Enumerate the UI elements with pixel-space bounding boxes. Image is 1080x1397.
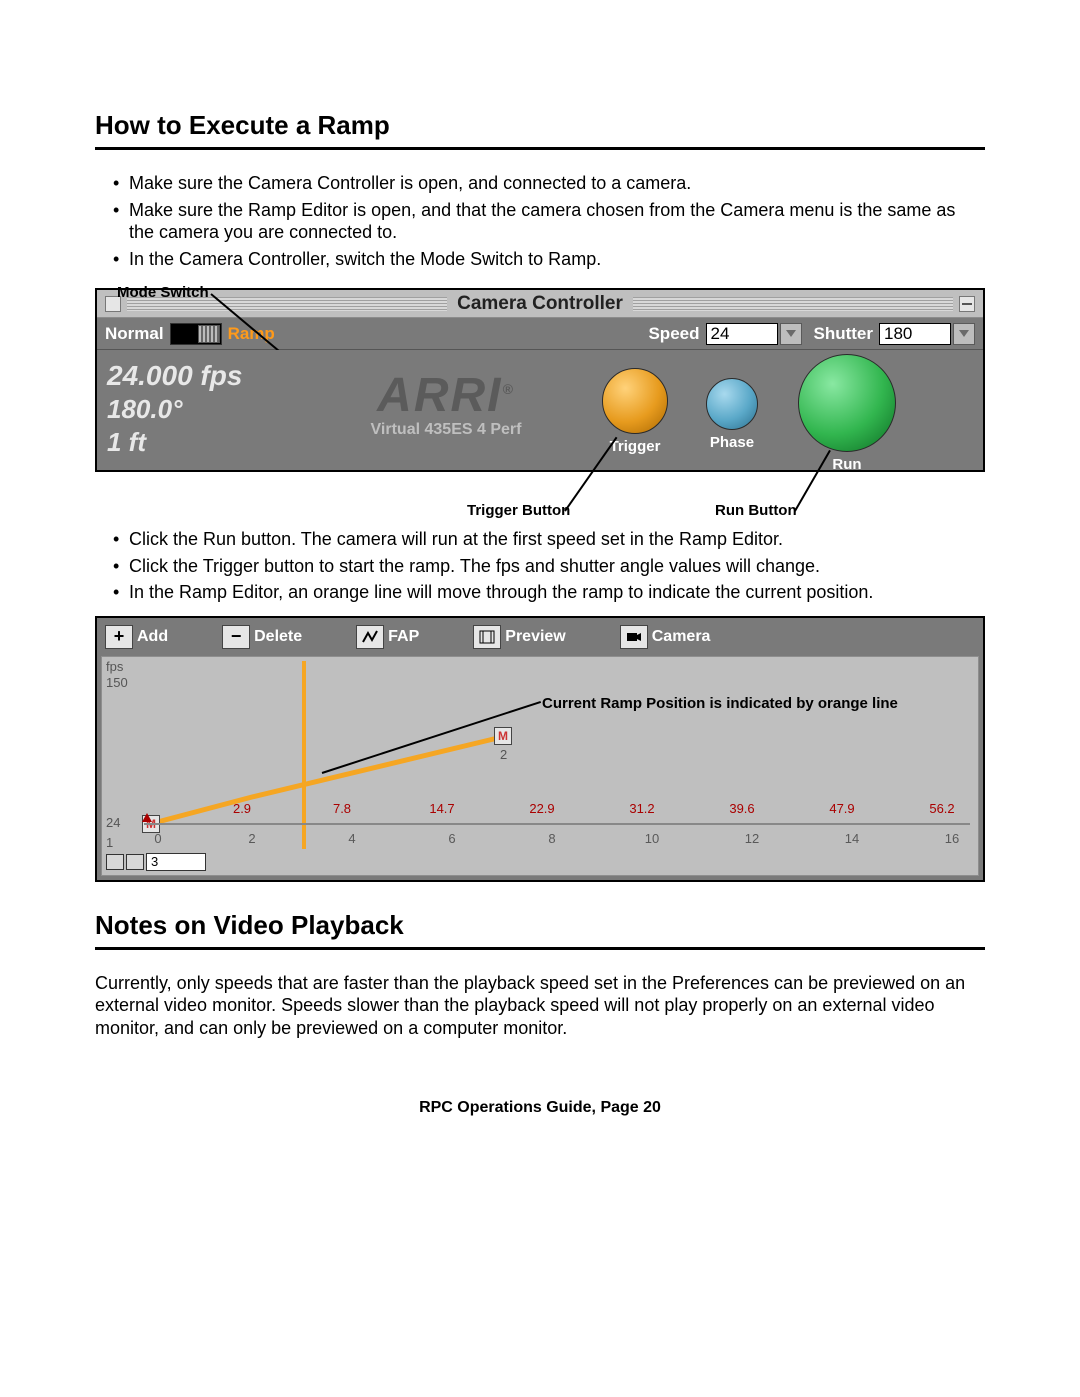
readout-fps: 24.000 fps	[107, 360, 242, 392]
trigger-button[interactable]	[602, 368, 668, 434]
bullet-item: Click the Trigger button to start the ra…	[113, 555, 985, 578]
xtick-top: 56.2	[929, 801, 954, 816]
xtick-bot: 0	[154, 831, 161, 846]
trigger-button-label: Trigger	[610, 438, 661, 455]
section1-bullets-top: Make sure the Camera Controller is open,…	[95, 172, 985, 270]
bullet-item: In the Camera Controller, switch the Mod…	[113, 248, 985, 271]
add-tool[interactable]: + Add	[105, 625, 168, 649]
brand-sub: Virtual 435ES 4 Perf	[321, 421, 571, 439]
xtick-bot: 10	[645, 831, 659, 846]
section2-body: Currently, only speeds that are faster t…	[95, 972, 985, 1040]
fap-tool[interactable]: FAP	[356, 625, 419, 649]
preview-tool[interactable]: Preview	[473, 625, 565, 649]
xtick-bot: 14	[845, 831, 859, 846]
trigger-annot: Trigger Button	[467, 502, 570, 519]
xtick-top: 31.2	[629, 801, 654, 816]
titlebar-stripes	[633, 297, 953, 311]
xtick-top: 47.9	[829, 801, 854, 816]
xtick-top: 14.7	[429, 801, 454, 816]
phase-button-label: Phase	[710, 434, 754, 451]
readout-ft: 1 ft	[107, 427, 242, 458]
xtick-bot: 4	[348, 831, 355, 846]
ramp-cursor	[302, 661, 306, 849]
film-icon	[473, 625, 501, 649]
xtick-top: 7.8	[333, 801, 351, 816]
normal-label: Normal	[105, 324, 164, 344]
zoom-field[interactable]: 3	[146, 853, 206, 871]
fap-label: FAP	[388, 628, 419, 646]
marker-m[interactable]: M	[494, 727, 512, 745]
ramp-chart[interactable]: fps 150 24 1 M M 2 2.9 7.8 14.7 22.9 31.…	[101, 656, 979, 876]
speed-dropdown-icon[interactable]	[780, 323, 802, 345]
speed-label: Speed	[648, 324, 699, 344]
minus-icon: −	[222, 625, 250, 649]
camera-label: Camera	[652, 628, 711, 646]
ramp-editor-figure: + Add − Delete FAP Preview	[95, 616, 985, 882]
bullet-item: In the Ramp Editor, an orange line will …	[113, 581, 985, 604]
re-toolbar: + Add − Delete FAP Preview	[97, 618, 983, 656]
section1-title: How to Execute a Ramp	[95, 110, 985, 150]
cc-readout: 24.000 fps 180.0° 1 ft	[107, 360, 242, 458]
xtick-top: 2.9	[233, 801, 251, 816]
section2-title: Notes on Video Playback	[95, 910, 985, 950]
run-button-label: Run	[832, 456, 861, 473]
xtick-top: 22.9	[529, 801, 554, 816]
xtick-bot: 16	[945, 831, 959, 846]
delete-tool[interactable]: − Delete	[222, 625, 302, 649]
bullet-item: Make sure the Ramp Editor is open, and t…	[113, 199, 985, 244]
camera-icon	[620, 625, 648, 649]
shutter-input[interactable]: 180	[879, 323, 951, 345]
speed-input[interactable]: 24	[706, 323, 778, 345]
camera-tool[interactable]: Camera	[620, 625, 711, 649]
marker-count: 2	[500, 747, 507, 762]
run-button-wrap: Run	[787, 354, 907, 473]
zoom-in-icon[interactable]	[126, 854, 144, 870]
cc-title: Camera Controller	[447, 293, 633, 315]
fap-icon	[356, 625, 384, 649]
xtick-bot: 8	[548, 831, 555, 846]
mode-switch[interactable]	[170, 323, 222, 345]
chart-footer: 3	[106, 853, 206, 871]
shutter-dropdown-icon[interactable]	[953, 323, 975, 345]
trigger-button-wrap: Trigger	[595, 368, 675, 455]
phase-button[interactable]	[706, 378, 758, 430]
collapse-icon[interactable]	[959, 296, 975, 312]
cc-titlebar[interactable]: Camera Controller	[97, 290, 983, 318]
readout-angle: 180.0°	[107, 394, 242, 425]
camera-controller-figure: Mode Switch Camera Controller Normal Ram…	[95, 288, 985, 508]
delete-label: Delete	[254, 628, 302, 646]
run-button[interactable]	[798, 354, 896, 452]
ramp-cursor-annot: Current Ramp Position is indicated by or…	[542, 695, 898, 713]
bullet-item: Click the Run button. The camera will ru…	[113, 528, 985, 551]
phase-button-wrap: Phase	[697, 378, 767, 451]
xtick-top: 39.6	[729, 801, 754, 816]
bullet-item: Make sure the Camera Controller is open,…	[113, 172, 985, 195]
plus-icon: +	[105, 625, 133, 649]
marker-triangle-icon	[142, 813, 152, 822]
preview-label: Preview	[505, 628, 565, 646]
section1-bullets-mid: Click the Run button. The camera will ru…	[95, 528, 985, 604]
zoom-out-icon[interactable]	[106, 854, 124, 870]
add-label: Add	[137, 628, 168, 646]
x-axis	[144, 823, 970, 825]
xtick-bot: 6	[448, 831, 455, 846]
page-footer: RPC Operations Guide, Page 20	[95, 1099, 985, 1117]
arri-logo: ARRI® Virtual 435ES 4 Perf	[321, 368, 571, 439]
shutter-label: Shutter	[814, 324, 874, 344]
run-annot: Run Button	[715, 502, 797, 519]
xtick-bot: 2	[248, 831, 255, 846]
mode-switch-annot: Mode Switch	[117, 284, 209, 301]
xtick-bot: 12	[745, 831, 759, 846]
brand-text: ARRI	[377, 369, 502, 422]
